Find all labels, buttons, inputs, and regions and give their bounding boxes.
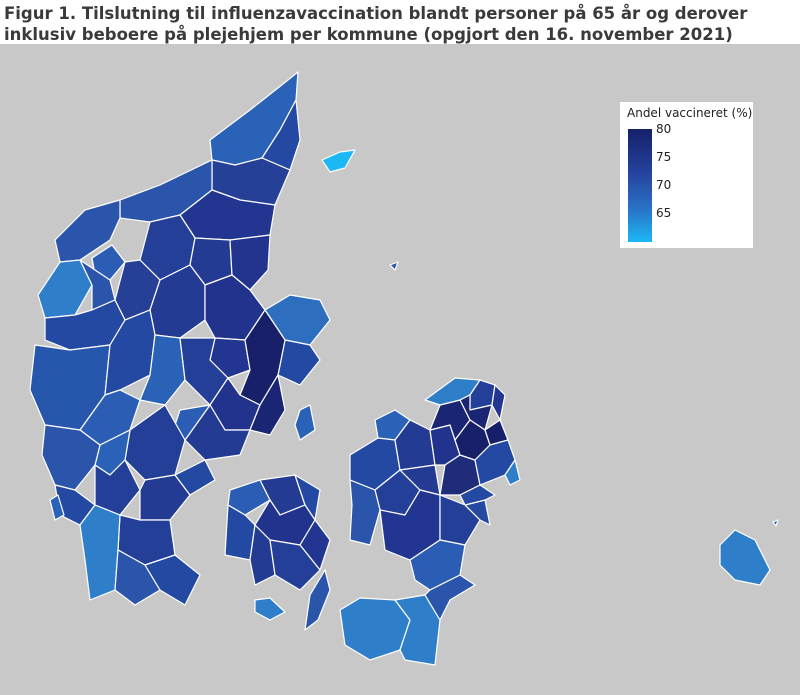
municipality-soenderborg [144, 554, 201, 606]
municipality-middelfart [227, 479, 271, 516]
municipality-samsoe [294, 404, 316, 441]
legend-title: Andel vaccineret (%) [627, 106, 753, 120]
municipality-aeroe [254, 597, 286, 621]
municipality-christiansoe [772, 519, 779, 527]
municipality-koege [459, 484, 496, 506]
municipality-varde [41, 424, 101, 491]
legend-tick-65: 65 [656, 206, 672, 220]
municipality-laesoe [321, 149, 356, 173]
municipality-bornholm [719, 529, 771, 586]
municipality-helsingoer [491, 384, 506, 421]
municipalities [29, 71, 779, 666]
municipality-faxe [439, 494, 481, 546]
municipality-langeland [304, 569, 331, 631]
legend-tick-70: 70 [656, 178, 672, 192]
municipality-mariagerfjord [229, 234, 271, 291]
municipality-svendborg [269, 539, 321, 591]
legend-tick-75: 75 [656, 150, 672, 164]
legend-tick-80: 80 [656, 122, 672, 136]
color-legend: Andel vaccineret (%) 80 75 70 65 [620, 102, 753, 248]
municipality-dragoer [504, 459, 521, 486]
municipality-fanoe [49, 494, 65, 521]
municipality-frederikshavn [261, 99, 301, 171]
municipality-anholt [389, 261, 399, 271]
legend-colorbar [628, 129, 652, 242]
municipality-odder [249, 374, 286, 436]
municipality-moen [424, 574, 476, 621]
municipality-fredericia [174, 459, 216, 496]
municipality-slagelse [349, 479, 381, 546]
figure-title: Figur 1. Tilslutning til influenzavaccin… [4, 4, 748, 44]
